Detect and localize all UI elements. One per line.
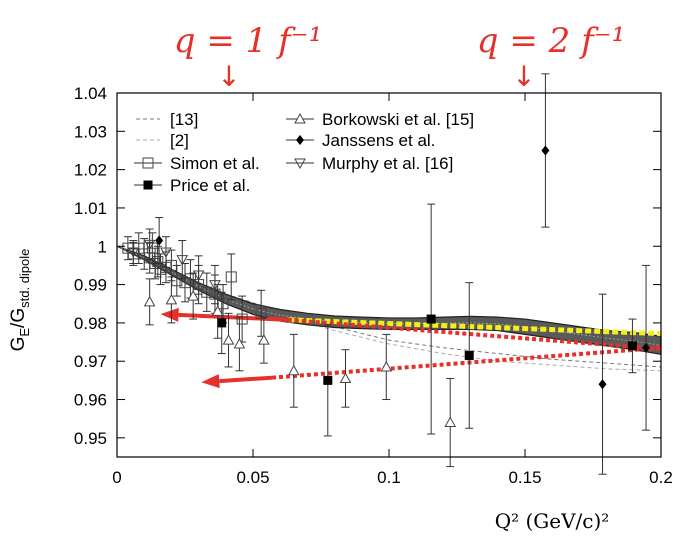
data-point [258, 334, 270, 345]
legend-item: [13] [136, 110, 198, 129]
y-label-sub1: E [17, 328, 32, 337]
data-point [143, 295, 156, 307]
data-point [598, 379, 607, 390]
y-tick-label: 0.97 [74, 352, 107, 371]
data-point [165, 293, 178, 305]
data-point [444, 416, 457, 428]
x-tick-label: 0.15 [508, 468, 541, 487]
data-point [426, 314, 436, 324]
y-tick-label: 1.02 [74, 161, 107, 180]
y-label-sub2: std. dipole [17, 249, 32, 308]
arrow-lower-head [201, 374, 220, 389]
x-tick-label: 0.2 [649, 468, 673, 487]
y-tick-label: 0.95 [74, 429, 107, 448]
legend-swatch [294, 112, 306, 124]
series-janssens-et-al [155, 73, 651, 475]
legend-label: Janssens et al. [322, 131, 435, 150]
red-fit-line-upper [287, 317, 662, 351]
data-point [155, 235, 164, 246]
arrow-upper-head [160, 307, 179, 322]
data-point [187, 290, 200, 301]
yellow-fit-line [288, 317, 662, 337]
data-point [127, 247, 140, 259]
data-point [152, 256, 164, 268]
data-point [464, 350, 474, 360]
x-tick-label: 0.05 [236, 468, 269, 487]
y-tick-label: 0.98 [74, 314, 107, 333]
y-tick-label: 0.99 [74, 276, 107, 295]
data-point [255, 307, 267, 319]
data-point [627, 341, 637, 351]
legend-label: Price et al. [170, 176, 250, 195]
legend-label: Borkowski et al. [15] [322, 110, 474, 129]
x-tick-label: 0.1 [377, 468, 401, 487]
data-point [225, 271, 237, 283]
data-points [122, 73, 651, 475]
data-point [143, 239, 156, 251]
legend-swatch [296, 135, 304, 145]
data-point [380, 360, 393, 372]
legend-label: [13] [170, 110, 198, 129]
data-point [236, 313, 248, 325]
legend-label: [2] [170, 131, 189, 150]
y-axis-label: GE/Gstd. dipole [8, 249, 32, 352]
y-tick-label: 1.01 [74, 199, 107, 218]
legend-swatch [294, 158, 306, 170]
legend-label: Simon et al. [170, 154, 260, 173]
top-annotation-q2: q = 2 f⁻¹ ↓ [477, 21, 625, 93]
fit-band-center [116, 245, 662, 346]
data-point [176, 255, 189, 266]
y-tick-label: 0.96 [74, 391, 107, 410]
data-point [160, 247, 172, 259]
fit-lines [160, 307, 662, 389]
legend: [13] [2] Simon et al. Price et al. Borkowski… [134, 110, 474, 195]
y-label-mid: /G [8, 308, 29, 328]
data-point [233, 337, 246, 349]
data-point [211, 305, 224, 316]
x-tick-label: 0 [112, 468, 121, 487]
legend-item: Borkowski et al. [15] [286, 110, 474, 129]
arrow-upper-shaft [178, 312, 288, 322]
data-point [222, 334, 235, 345]
legend-item: Janssens et al. [286, 131, 435, 150]
data-point [642, 342, 651, 353]
y-tick-label: 1.04 [74, 84, 107, 103]
legend-item: Simon et al. [134, 154, 260, 173]
legend-swatch [142, 157, 154, 169]
top-annotation-q1: q = 1 f⁻¹ ↓ [174, 21, 322, 93]
data-point [323, 375, 333, 385]
y-tick-label: 1 [98, 237, 107, 256]
annotation-q1-label: q = 1 f⁻¹ [174, 21, 322, 61]
legend-swatch [143, 180, 153, 190]
series-borkowski-et-al-15 [143, 272, 457, 468]
series-murphy-et-al-16 [127, 228, 221, 305]
x-axis-label: Q² (GeV/c)² [495, 509, 610, 533]
data-point [209, 280, 221, 291]
series-price-et-al [217, 203, 637, 437]
annotation-q2-arrow: ↓ [512, 60, 535, 93]
data-point [541, 145, 550, 156]
data-point [192, 270, 205, 282]
annotation-q2-label: q = 2 f⁻¹ [477, 21, 625, 61]
legend-item: Price et al. [134, 176, 250, 195]
legend-item: Murphy et al. [16] [286, 154, 453, 173]
legend-label: Murphy et al. [16] [322, 154, 453, 173]
annotation-q1-arrow: ↓ [217, 60, 240, 93]
data-point [201, 286, 213, 298]
data-point [287, 364, 300, 376]
arrow-lower-shaft [219, 375, 273, 384]
y-label-main: G [8, 337, 29, 352]
axis-ticks: 0 0.05 0.1 0.15 0.2 0.95 0.96 0.97 0.98 0.99 1 1.01… [74, 84, 673, 487]
data-point [217, 318, 227, 328]
legend-item: [2] [136, 131, 189, 150]
data-point [339, 372, 352, 383]
y-tick-label: 1.03 [74, 122, 107, 141]
red-fit-line-lower [271, 345, 662, 380]
